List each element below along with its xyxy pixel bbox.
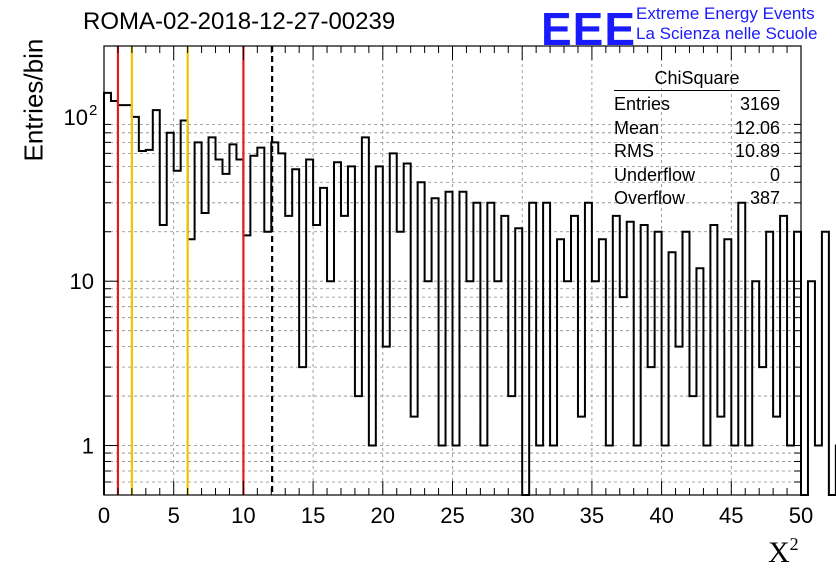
x-tick-label: 0: [98, 503, 110, 528]
x-axis-label: X2: [768, 534, 799, 569]
stats-row: Overflow 387: [614, 188, 780, 208]
y-tick-label: 1: [82, 434, 94, 459]
logo-line-1: Extreme Energy Events: [636, 4, 815, 23]
x-tick-label: 40: [649, 503, 673, 528]
x-tick-label: 10: [231, 503, 255, 528]
y-tick-label: 10: [64, 105, 88, 130]
stats-title: ChiSquare: [614, 68, 780, 91]
x-tick-label: 20: [371, 503, 395, 528]
x-tick-label: 50: [789, 503, 813, 528]
y-tick-label: 10: [70, 269, 94, 294]
stats-row: Underflow 0: [614, 164, 780, 185]
chart-title: ROMA-02-2018-12-27-00239: [83, 8, 396, 35]
eee-logo: EEE: [541, 3, 637, 55]
stats-row: Mean 12.06: [614, 117, 780, 138]
stats-row: RMS 10.89: [614, 141, 780, 161]
x-tick-label: 15: [301, 503, 325, 528]
histogram-series: [103, 91, 836, 496]
x-tick-label: 25: [440, 503, 464, 528]
x-tick-label: 5: [168, 503, 180, 528]
x-tick-label: 30: [510, 503, 534, 528]
x-tick-label: 35: [580, 503, 604, 528]
stats-box: ChiSquare Entries 3169 Mean 12.06 RMS 10.89…: [614, 68, 780, 211]
y-tick-label-exponent: 2: [89, 102, 97, 119]
x-tick-label: 45: [719, 503, 743, 528]
stats-row: Entries 3169: [614, 94, 780, 114]
logo-line-2: La Scienza nelle Scuole: [636, 24, 818, 43]
y-axis-label: Entries/bin: [18, 38, 49, 162]
